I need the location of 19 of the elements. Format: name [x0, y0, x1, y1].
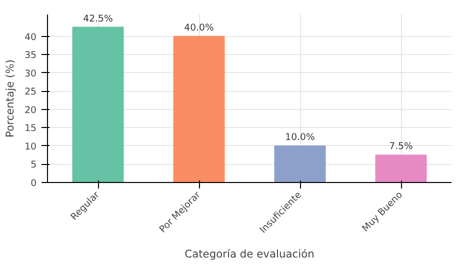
y-axis-title: Porcentaje (%) [4, 60, 17, 138]
x-axis-title: Categoría de evaluación [184, 248, 314, 261]
y-tick-label: 40 [24, 32, 37, 43]
bar [173, 36, 225, 182]
bar [375, 154, 427, 182]
y-tick-label: 35 [24, 50, 37, 62]
y-tick-label: 5 [30, 160, 37, 171]
data-label: 7.5% [389, 141, 413, 152]
y-tick-label: 15 [24, 123, 37, 134]
bar [274, 145, 326, 182]
y-tick-label: 20 [24, 104, 37, 116]
y-tick-label: 25 [24, 86, 37, 98]
y-tick-label: 10 [24, 141, 37, 152]
y-tick-label: 30 [24, 68, 37, 80]
data-label: 10.0% [285, 132, 315, 143]
y-tick-label: 0 [30, 178, 37, 189]
data-label: 42.5% [83, 13, 113, 24]
data-label: 40.0% [184, 22, 214, 34]
bar [72, 26, 124, 182]
